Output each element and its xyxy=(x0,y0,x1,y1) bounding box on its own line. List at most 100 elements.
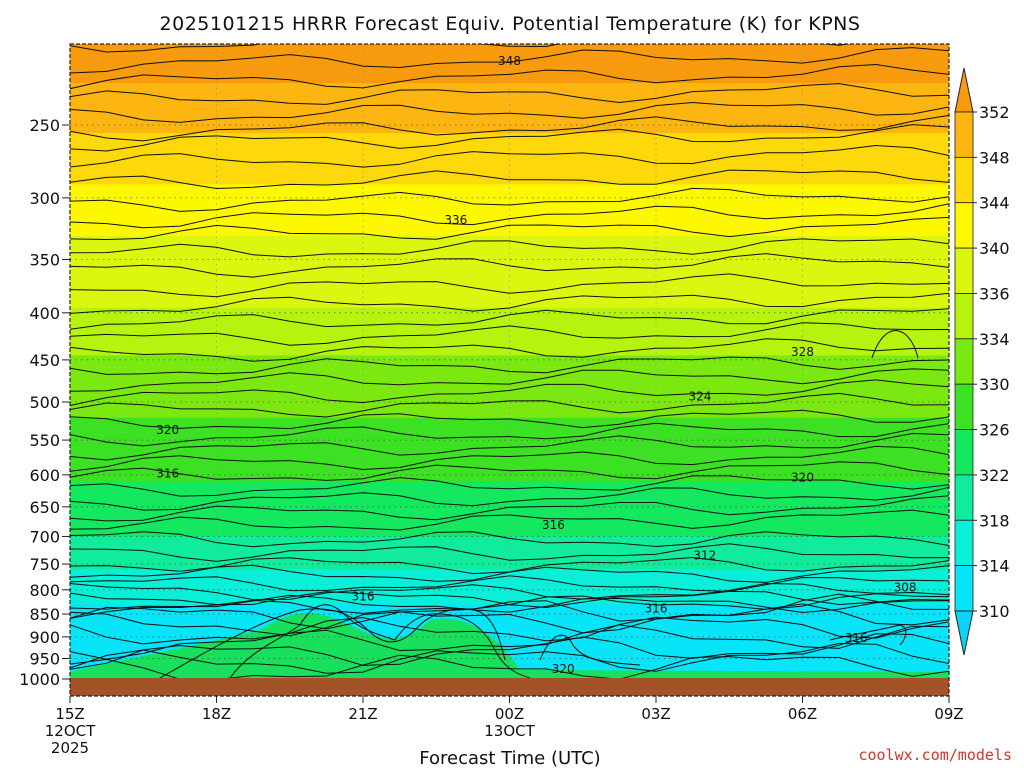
contour-line xyxy=(70,603,949,637)
y-tick-label: 600 xyxy=(29,466,60,485)
plot-area: 348 336 328 324 320 316 320 316 312 308 316 316 316 3… xyxy=(70,44,949,679)
y-tick-label: 550 xyxy=(29,431,60,450)
contour-label: 316 xyxy=(156,467,179,481)
x-tick-date: 13OCT xyxy=(484,722,535,740)
contour-line xyxy=(70,101,949,123)
colorbar-top-arrow xyxy=(954,67,974,113)
shade-band xyxy=(70,417,949,483)
colorbar-label: 322 xyxy=(979,466,1010,485)
contour-line xyxy=(70,292,949,314)
x-tick-label: 18Z xyxy=(202,705,231,723)
contour-line xyxy=(70,593,949,619)
colorbar-segment xyxy=(954,383,974,430)
colorbar-label: 352 xyxy=(979,103,1010,122)
contour-line xyxy=(70,422,949,447)
y-tick-label: 800 xyxy=(29,581,60,600)
contour-line xyxy=(70,616,949,645)
y-tick-label: 450 xyxy=(29,351,60,370)
contour-line xyxy=(70,432,949,461)
y-tick-label: 350 xyxy=(29,250,60,269)
y-axis: 250 300 350 400 450 500 550 600 650 700 750 800 850 9… xyxy=(19,116,70,689)
contour-line xyxy=(70,368,949,392)
x-tick-label: 21Z xyxy=(348,705,377,723)
colorbar-label: 344 xyxy=(979,194,1010,213)
contour-line xyxy=(70,582,949,601)
contour-line xyxy=(70,169,949,190)
contour-line xyxy=(70,203,949,229)
contour-line xyxy=(70,593,949,630)
contour-line xyxy=(70,642,949,674)
y-tick-label: 300 xyxy=(29,189,60,208)
colorbar-label: 336 xyxy=(979,284,1010,303)
contour-line xyxy=(70,509,949,531)
y-tick-label: 650 xyxy=(29,498,60,517)
colorbar-bottom-arrow xyxy=(954,610,974,656)
colorbar-segment xyxy=(954,519,974,567)
chart-title: 2025101215 HRRR Forecast Equiv. Potentia… xyxy=(160,13,861,35)
colorbar: 352 348 344 340 336 334 330 326 322 318 314 310 xyxy=(954,67,1010,656)
contour-label: 328 xyxy=(791,345,814,359)
contour-label: 320 xyxy=(156,423,179,437)
y-tick-label: 250 xyxy=(29,116,60,135)
contour-line xyxy=(70,594,949,614)
colorbar-segment xyxy=(954,338,974,385)
colorbar-label: 310 xyxy=(979,602,1010,621)
contour-label: 316 xyxy=(542,518,565,532)
colorbar-segment xyxy=(954,247,974,294)
contour-label: 316 xyxy=(352,589,375,603)
contour-line xyxy=(70,409,949,430)
contour-line xyxy=(70,633,949,670)
y-tick-label: 400 xyxy=(29,304,60,323)
contour-line xyxy=(70,83,949,105)
x-tick-label: 00Z xyxy=(495,705,524,723)
contour-line xyxy=(159,608,506,679)
contour-label: 320 xyxy=(791,471,814,485)
colorbar-label: 326 xyxy=(979,421,1010,440)
contour-label: 316 xyxy=(845,631,868,645)
colorbar-segment xyxy=(954,111,974,158)
colorbar-label: 348 xyxy=(979,148,1010,167)
colorbar-segment xyxy=(954,474,974,521)
colorbar-segment xyxy=(954,202,974,249)
x-tick-year: 2025 xyxy=(51,739,89,757)
contour-line xyxy=(70,238,949,258)
contour-line xyxy=(70,308,949,330)
colorbar-segment xyxy=(954,293,974,340)
x-tick-label: 15Z xyxy=(55,705,84,723)
colorbar-segment xyxy=(954,565,974,612)
contour-line xyxy=(70,47,949,74)
contour-line xyxy=(70,63,949,90)
contour-line xyxy=(70,124,949,152)
x-tick-label: 09Z xyxy=(934,705,963,723)
contour-label: 336 xyxy=(444,213,467,227)
contour-line xyxy=(70,392,949,418)
contour-line xyxy=(70,445,949,472)
contour-line xyxy=(70,475,949,497)
contour-label: 316 xyxy=(645,601,668,615)
x-axis-label: Forecast Time (UTC) xyxy=(419,748,600,768)
colorbar-label: 330 xyxy=(979,375,1010,394)
contour-line xyxy=(229,604,531,679)
y-tick-label: 500 xyxy=(29,393,60,412)
contour-line xyxy=(70,461,949,481)
contour-line xyxy=(70,44,852,53)
shade-band xyxy=(70,536,949,571)
colorbar-label: 334 xyxy=(979,330,1010,349)
contour-line xyxy=(70,624,949,660)
y-tick-label: 1000 xyxy=(19,670,60,689)
contour-line xyxy=(539,634,641,666)
y-tick-label: 750 xyxy=(29,555,60,574)
colorbar-segment xyxy=(954,156,974,204)
contour-line xyxy=(70,379,949,406)
contour-label: 312 xyxy=(693,548,716,562)
contour-line xyxy=(70,253,949,278)
colorbar-label: 314 xyxy=(979,557,1010,576)
ground-surface xyxy=(70,678,949,696)
contour-line xyxy=(70,564,949,583)
contour-line xyxy=(70,495,949,522)
contour-line xyxy=(70,338,949,362)
contour-label: 320 xyxy=(552,662,575,676)
contour-line xyxy=(70,144,949,168)
